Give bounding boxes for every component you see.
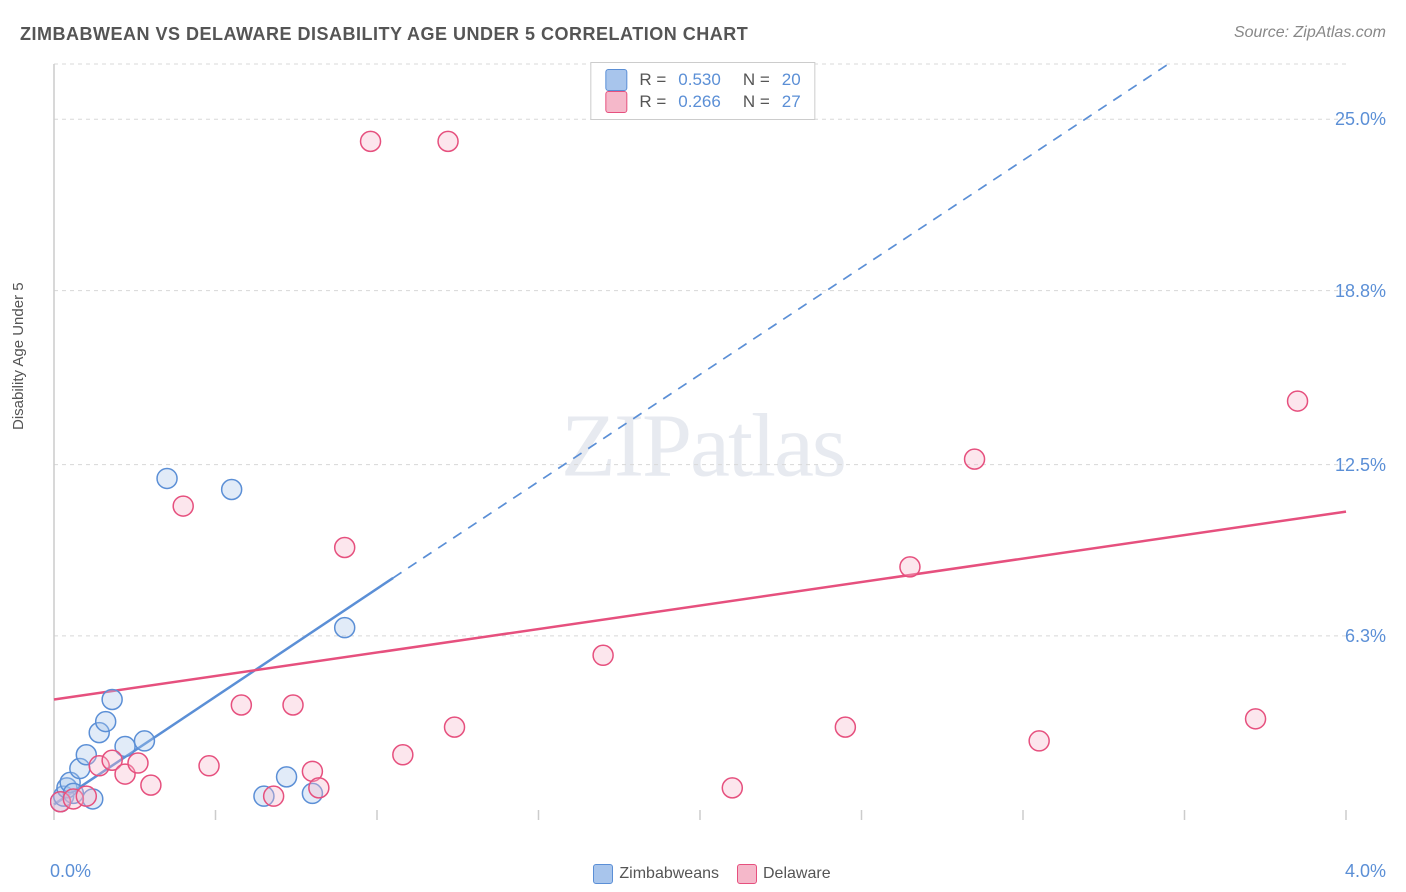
legend-swatch (593, 864, 613, 884)
y-tick-label: 18.8% (1335, 281, 1386, 302)
legend-n-label: N = (743, 92, 770, 112)
legend-swatch (737, 864, 757, 884)
y-axis-label: Disability Age Under 5 (10, 282, 27, 430)
legend-n-value: 20 (782, 70, 801, 90)
legend-label: Delaware (763, 865, 831, 882)
legend-row: R = 0.266 N = 27 (605, 91, 800, 113)
legend-r-label: R = (639, 92, 666, 112)
correlation-legend: R = 0.530 N = 20 R = 0.266 N = 27 (590, 62, 815, 120)
y-tick-label: 12.5% (1335, 455, 1386, 476)
legend-r-value: 0.266 (678, 92, 721, 112)
legend-n-label: N = (743, 70, 770, 90)
legend-swatch (605, 69, 627, 91)
chart-container: ZIMBABWEAN VS DELAWARE DISABILITY AGE UN… (0, 0, 1406, 892)
y-tick-label: 25.0% (1335, 109, 1386, 130)
series-legend: Zimbabweans Delaware (0, 864, 1406, 884)
legend-row: R = 0.530 N = 20 (605, 69, 800, 91)
source-label: Source: ZipAtlas.com (1234, 24, 1386, 42)
legend-label: Zimbabweans (619, 865, 719, 882)
y-tick-label: 6.3% (1345, 626, 1386, 647)
plot-area (50, 60, 1350, 840)
legend-n-value: 27 (782, 92, 801, 112)
chart-title: ZIMBABWEAN VS DELAWARE DISABILITY AGE UN… (20, 24, 748, 45)
legend-r-label: R = (639, 70, 666, 90)
scatter-chart (50, 60, 1350, 840)
legend-r-value: 0.530 (678, 70, 721, 90)
legend-swatch (605, 91, 627, 113)
